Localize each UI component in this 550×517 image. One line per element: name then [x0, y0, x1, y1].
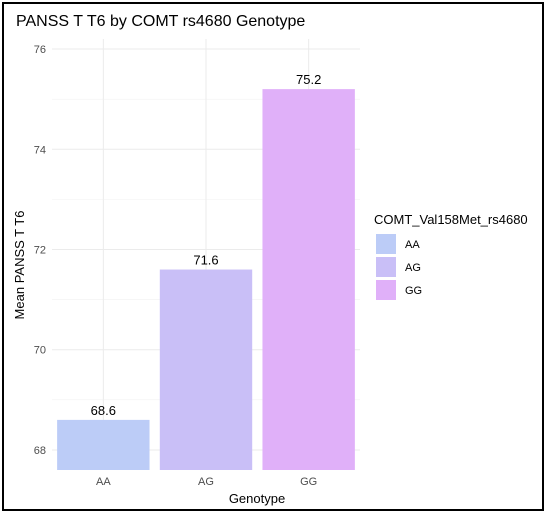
bar-ag: [159, 269, 253, 470]
legend-label: AA: [405, 239, 420, 251]
legend-swatch: [376, 280, 396, 300]
bar-value-label: 68.6: [91, 403, 116, 418]
chart-frame: 68.6 71.6 75.2 68 70 72 74 76 AA AG GG PANSS T T…: [2, 2, 544, 511]
bar-gg: [262, 89, 355, 471]
bar-aa: [57, 419, 150, 470]
y-tick-label: 74: [34, 144, 46, 156]
bars: [57, 89, 355, 471]
y-tick-label: 68: [34, 445, 46, 457]
legend: COMT_Val158Met_rs4680 AA AG GG: [374, 212, 528, 300]
bar-value-label: 71.6: [193, 253, 218, 268]
legend-label: GG: [405, 285, 422, 297]
y-tick-label: 72: [34, 244, 46, 256]
chart-title: PANSS T T6 by COMT rs4680 Genotype: [16, 13, 305, 30]
legend-title: COMT_Val158Met_rs4680: [374, 212, 528, 227]
y-axis-title: Mean PANSS T T6: [12, 211, 27, 320]
y-tick-label: 70: [34, 345, 46, 357]
x-axis-title: Genotype: [229, 491, 285, 506]
y-tick-label: 76: [34, 44, 46, 56]
x-tick-label: GG: [300, 476, 317, 488]
bar-chart: 68.6 71.6 75.2 68 70 72 74 76 AA AG GG PANSS T T…: [12, 13, 528, 506]
legend-swatch: [376, 257, 396, 277]
legend-label: AG: [405, 262, 421, 274]
y-axis-ticks: 68 70 72 74 76: [34, 44, 46, 457]
bar-value-label: 75.2: [296, 72, 321, 87]
x-axis-ticks: AA AG GG: [96, 476, 317, 488]
x-tick-label: AA: [96, 476, 111, 488]
x-tick-label: AG: [198, 476, 214, 488]
legend-swatch: [376, 234, 396, 254]
bar-value-labels: 68.6 71.6 75.2: [91, 72, 322, 418]
